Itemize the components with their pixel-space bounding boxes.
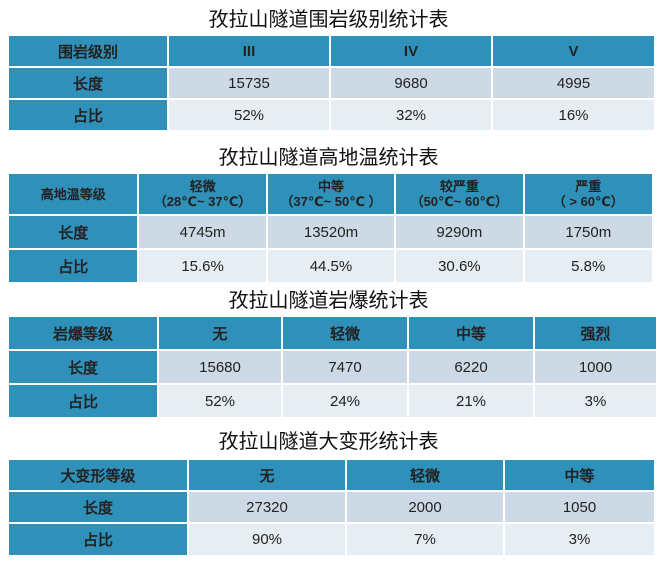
cell: 4995: [493, 68, 654, 98]
column-header-name: 轻微: [189, 179, 216, 194]
column-header: 强烈: [535, 317, 656, 349]
cell: 6220: [409, 351, 533, 383]
cell: 3%: [535, 385, 656, 417]
cell: 44.5%: [267, 250, 395, 282]
header-row: 大变形等级 无 轻微 中等: [9, 460, 654, 490]
column-header-range: （50℃~ 60℃）: [410, 194, 509, 209]
column-header-range: （ > 60℃）: [552, 194, 624, 209]
cell: 30.6%: [396, 250, 523, 282]
rockburst-table: 岩爆等级 无 轻微 中等 强烈 长度 15680 7470 6220 1000 …: [7, 315, 657, 419]
cell: 3%: [505, 524, 654, 555]
table-row: 长度 27320 2000 1050: [9, 492, 654, 522]
header-row: 高地温等级 轻微 （28℃~ 37℃） 中等 （37℃~ 50℃ ） 较严重 （50℃…: [9, 174, 652, 214]
column-header: V: [493, 36, 654, 66]
cell: 2000: [347, 492, 503, 522]
large-deformation-table: 大变形等级 无 轻微 中等 长度 27320 2000 1050 占比 90% …: [7, 458, 656, 557]
table-row: 长度 4745m 13520m 9290m 1750m: [9, 216, 652, 248]
column-header: 较严重 （50℃~ 60℃）: [396, 174, 523, 214]
column-header-name: 严重: [575, 179, 602, 194]
column-header: 无: [189, 460, 345, 490]
cell: 4745m: [139, 216, 266, 248]
table-title-rockburst: 孜拉山隧道岩爆统计表: [228, 288, 429, 312]
header-row: 岩爆等级 无 轻微 中等 强烈: [9, 317, 656, 349]
column-header-name: 中等: [317, 179, 344, 194]
row-label: 占比: [9, 385, 157, 417]
cell: 7470: [283, 351, 407, 383]
row-label: 占比: [9, 524, 187, 555]
column-header: 轻微 （28℃~ 37℃）: [139, 174, 266, 214]
row-label: 长度: [9, 216, 138, 248]
column-header: 中等: [409, 317, 533, 349]
cell: 52%: [169, 100, 329, 130]
column-header-range: （37℃~ 50℃ ）: [280, 194, 382, 209]
row-label: 长度: [9, 68, 167, 98]
table-row: 长度 15680 7470 6220 1000: [9, 351, 656, 383]
table-row: 占比 90% 7% 3%: [9, 524, 654, 555]
column-header: 轻微: [283, 317, 407, 349]
column-header: III: [169, 36, 329, 66]
table-row: 占比 52% 24% 21% 3%: [9, 385, 656, 417]
column-header: 中等: [505, 460, 654, 490]
cell: 16%: [493, 100, 654, 130]
cell: 1000: [535, 351, 656, 383]
corner-cell: 高地温等级: [9, 174, 138, 214]
cell: 90%: [189, 524, 345, 555]
ground-temperature-table: 高地温等级 轻微 （28℃~ 37℃） 中等 （37℃~ 50℃ ） 较严重 （50℃…: [7, 172, 654, 284]
corner-cell: 岩爆等级: [9, 317, 157, 349]
cell: 5.8%: [524, 250, 652, 282]
table-row: 占比 52% 32% 16%: [9, 100, 654, 130]
column-header: 中等 （37℃~ 50℃ ）: [267, 174, 395, 214]
column-header: 严重（ > 60℃）: [524, 174, 652, 214]
header-row: 围岩级别 III IV V: [9, 36, 654, 66]
column-header-range: （28℃~ 37℃）: [153, 194, 252, 209]
cell: 1750m: [524, 216, 652, 248]
cell: 9680: [331, 68, 491, 98]
column-header-name: 较严重: [439, 179, 479, 194]
table-row: 占比 15.6% 44.5% 30.6% 5.8%: [9, 250, 652, 282]
cell: 21%: [409, 385, 533, 417]
cell: 27320: [189, 492, 345, 522]
corner-cell: 围岩级别: [9, 36, 167, 66]
cell: 32%: [331, 100, 491, 130]
cell: 24%: [283, 385, 407, 417]
column-header: IV: [331, 36, 491, 66]
cell: 7%: [347, 524, 503, 555]
corner-cell: 大变形等级: [9, 460, 187, 490]
cell: 15735: [169, 68, 329, 98]
table-row: 长度 15735 9680 4995: [9, 68, 654, 98]
cell: 1050: [505, 492, 654, 522]
row-label: 长度: [9, 351, 157, 383]
cell: 15680: [159, 351, 281, 383]
surrounding-rock-table: 围岩级别 III IV V 长度 15735 9680 4995 占比 52% …: [7, 34, 656, 132]
column-header: 无: [159, 317, 281, 349]
cell: 9290m: [396, 216, 523, 248]
cell: 52%: [159, 385, 281, 417]
cell: 15.6%: [139, 250, 266, 282]
column-header: 轻微: [347, 460, 503, 490]
table-title-high-ground-temperature: 孜拉山隧道高地温统计表: [218, 145, 439, 169]
row-label: 占比: [9, 100, 167, 130]
row-label: 占比: [9, 250, 138, 282]
cell: 13520m: [267, 216, 395, 248]
table-title-surrounding-rock: 孜拉山隧道围岩级别统计表: [208, 7, 449, 31]
table-title-large-deformation: 孜拉山隧道大变形统计表: [218, 429, 439, 453]
row-label: 长度: [9, 492, 187, 522]
